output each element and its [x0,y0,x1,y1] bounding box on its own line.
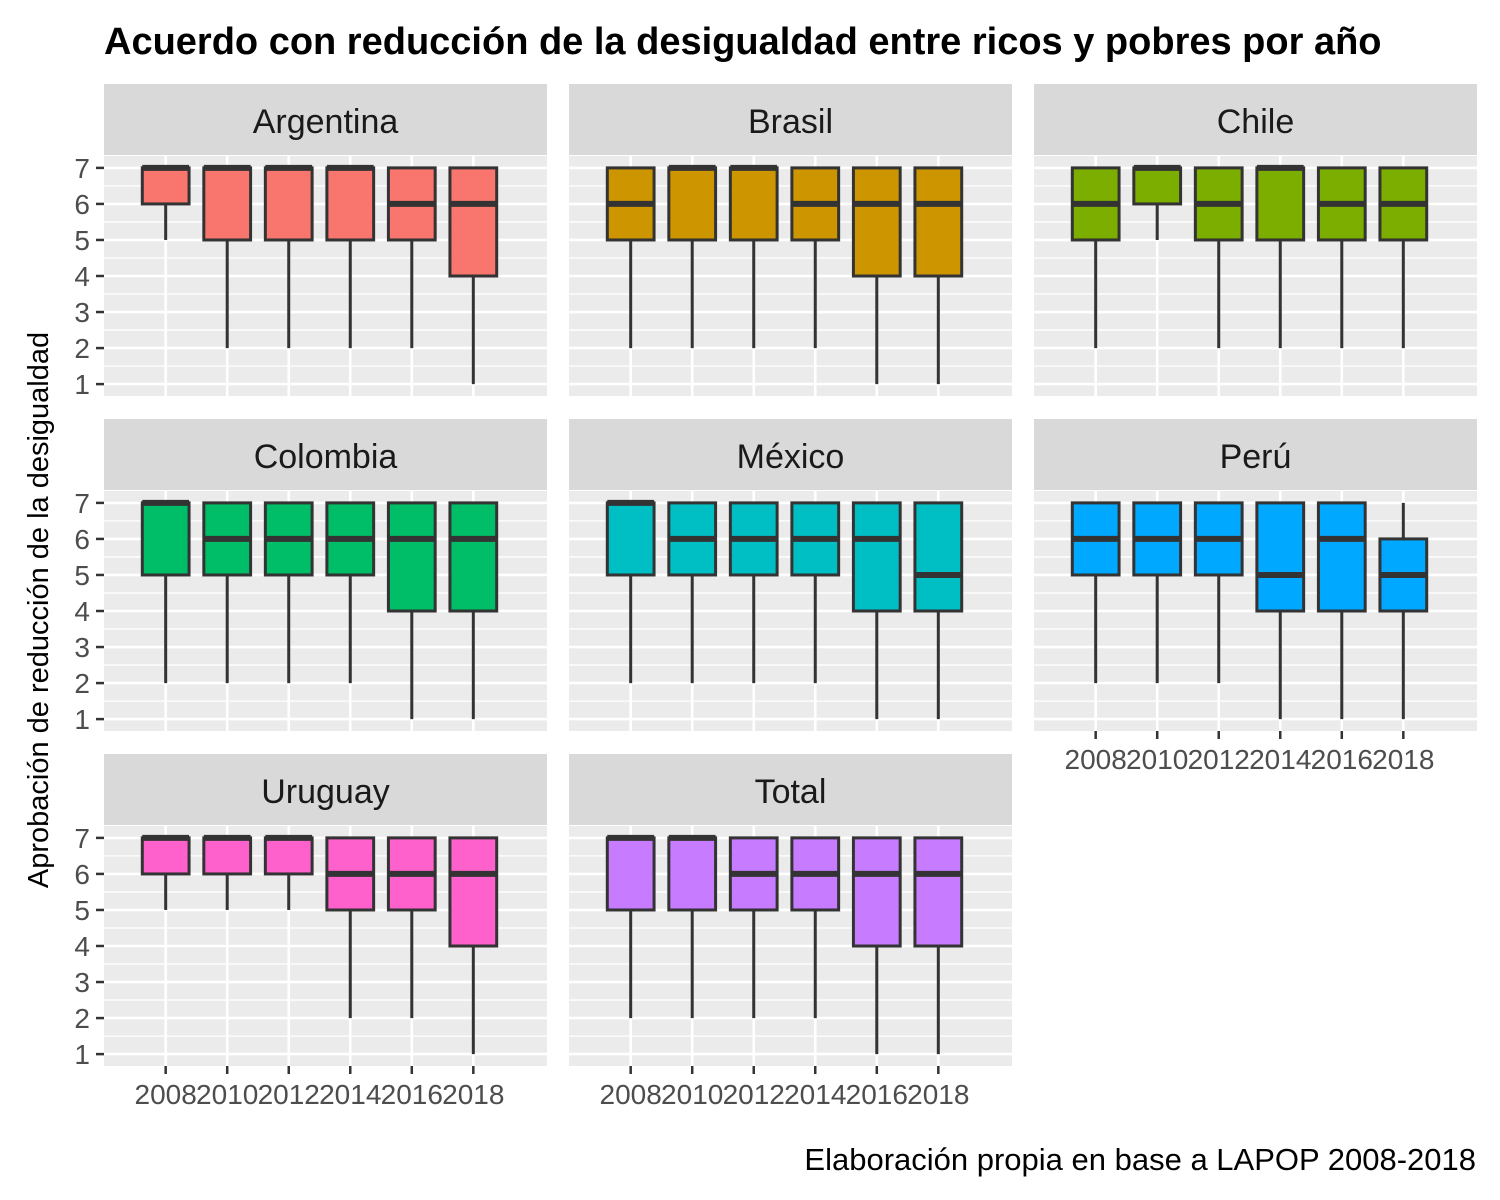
facet-strip [1034,419,1477,490]
box-body [140,501,191,577]
box-body [605,836,656,912]
box-body [913,501,964,613]
facet-strip [569,84,1012,155]
box-body [448,166,499,278]
y-tick-label: 6 [74,189,90,220]
y-tick-label: 5 [74,560,90,591]
facet-strip [104,84,547,155]
y-tick-label: 2 [74,1003,90,1034]
y-tick-label: 3 [74,632,90,663]
facet-strip [104,754,547,825]
x-tick-label: 2014 [784,1079,846,1110]
x-tick-label: 2014 [1249,744,1311,775]
box-body [448,501,499,613]
box-body [667,836,718,912]
box-body [851,166,902,278]
box-body [263,836,314,876]
facet-strip-label: México [737,438,845,476]
box-body [913,836,964,948]
box-body [851,501,902,613]
x-tick-label: 2010 [661,1079,723,1110]
facet-strip-label: Brasil [748,103,833,141]
facet-strip [569,754,1012,825]
y-tick-label: 2 [74,668,90,699]
y-tick-label: 2 [74,333,90,364]
box-body [851,836,902,948]
box-body [202,166,253,242]
facet-panel-6: Uruguay 1 2 3 4 5 6 7 2008 2010 2012 2014 2016 2018 [74,754,547,1110]
box-body [140,836,191,876]
y-tick-label: 6 [74,524,90,555]
box-body [448,836,499,948]
x-tick-label: 2012 [723,1079,785,1110]
x-tick-label: 2008 [1065,744,1127,775]
x-tick-label: 2018 [442,1079,504,1110]
facet-panel-2: Chile [1034,84,1477,396]
chart-caption: Elaboración propia en base a LAPOP 2008-… [804,1142,1476,1177]
box-body [263,166,314,242]
y-tick-label: 6 [74,859,90,890]
x-tick-label: 2012 [1188,744,1250,775]
y-tick-label: 4 [74,261,90,292]
y-tick-label: 5 [74,225,90,256]
box-body [1316,501,1367,613]
box-body [140,166,191,206]
facet-strip-label: Total [755,773,827,811]
x-tick-label: 2008 [600,1079,662,1110]
box-body [605,501,656,577]
y-tick-label: 3 [74,297,90,328]
x-tick-label: 2010 [196,1079,258,1110]
x-tick-label: 2016 [381,1079,443,1110]
y-tick-label: 4 [74,931,90,962]
chart-title: Acuerdo con reducción de la desigualdad … [104,21,1382,63]
y-tick-label: 7 [74,823,90,854]
x-tick-label: 2008 [135,1079,197,1110]
facet-strip-label: Argentina [253,103,399,141]
x-tick-label: 2014 [319,1079,381,1110]
box-body [1132,166,1183,206]
y-tick-label: 4 [74,596,90,627]
y-tick-label: 7 [74,153,90,184]
facet-strip [104,419,547,490]
x-tick-label: 2018 [1372,744,1434,775]
facet-strip-label: Uruguay [261,773,390,811]
facet-panels: Argentina 1 2 3 4 5 6 7 Brasil Chile Colombia 1 2 3 4 5… [74,84,1477,1110]
facet-strip-label: Perú [1220,438,1292,476]
y-tick-label: 1 [74,704,90,735]
facet-strip-label: Colombia [254,438,398,476]
box-body [1255,501,1306,613]
x-tick-label: 2010 [1126,744,1188,775]
facet-panel-3: Colombia 1 2 3 4 5 6 7 [74,419,547,735]
facet-panel-0: Argentina 1 2 3 4 5 6 7 [74,84,547,400]
facet-panel-4: México [569,419,1012,731]
y-axis-title: Aprobación de reducción de la desigualda… [23,332,55,888]
box-body [913,166,964,278]
y-tick-label: 3 [74,967,90,998]
facet-panel-7: Total 2008 2010 2012 2014 2016 2018 [569,754,1012,1110]
x-tick-label: 2016 [1311,744,1373,775]
x-tick-label: 2012 [258,1079,320,1110]
facet-strip-label: Chile [1217,103,1294,141]
x-tick-label: 2018 [907,1079,969,1110]
box-body [386,501,437,613]
box-body [728,166,779,242]
facet-panel-5: Perú 2008 2010 2012 2014 2016 2018 [1034,419,1477,775]
x-tick-label: 2016 [846,1079,908,1110]
box-body [1255,166,1306,242]
box-body [202,836,253,876]
facet-panel-1: Brasil [569,84,1012,396]
y-tick-label: 1 [74,369,90,400]
facet-strip [569,419,1012,490]
y-tick-label: 7 [74,488,90,519]
facet-strip [1034,84,1477,155]
box-body [667,166,718,242]
box-body [325,166,376,242]
y-tick-label: 1 [74,1039,90,1070]
y-tick-label: 5 [74,895,90,926]
